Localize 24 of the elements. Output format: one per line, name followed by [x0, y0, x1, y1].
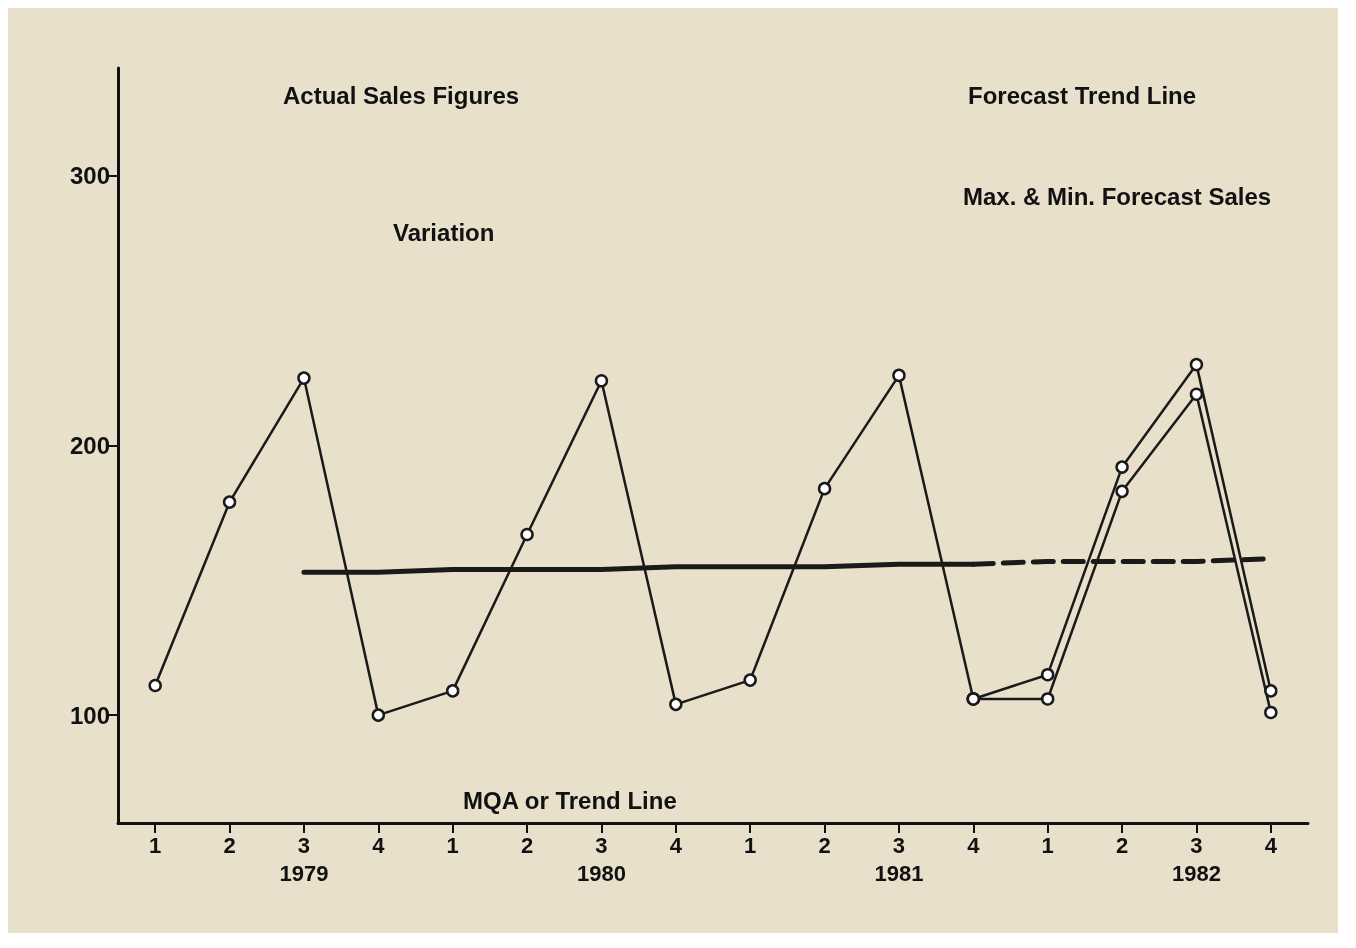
annotation: Actual Sales Figures	[283, 81, 520, 109]
x-tick-label: 3 1982	[1171, 832, 1221, 886]
x-tick-label: 1	[1041, 832, 1054, 858]
x-tick-label: 1	[149, 832, 162, 858]
x-tick-label: 2	[520, 832, 534, 858]
x-tick-label: 1	[446, 832, 459, 858]
x-tick-label: 2	[223, 832, 236, 858]
annotation: Variation	[393, 218, 495, 246]
x-tick-label: 4	[669, 832, 683, 858]
x-tick-label: 1	[744, 832, 757, 858]
annotation: MQA or Trend Line	[463, 786, 677, 814]
x-tick-label: 3 1980	[576, 832, 626, 886]
x-tick-label: 4	[1264, 832, 1278, 858]
x-tick-label: 3 1981	[874, 832, 924, 886]
x-tick-label: 4	[372, 832, 386, 858]
annotation: Max. & Min. Forecast Sales	[963, 182, 1272, 210]
y-tick-label: 100	[69, 701, 110, 729]
x-tick-label: 3 1979	[279, 832, 329, 886]
annotation: Forecast Trend Line	[968, 81, 1197, 109]
y-tick-label: 200	[69, 432, 110, 459]
y-tick-label: 300	[69, 162, 110, 190]
x-tick-label: 2	[1115, 832, 1129, 858]
x-tick-label: 4	[967, 832, 981, 858]
x-tick-label: 2	[818, 832, 831, 858]
